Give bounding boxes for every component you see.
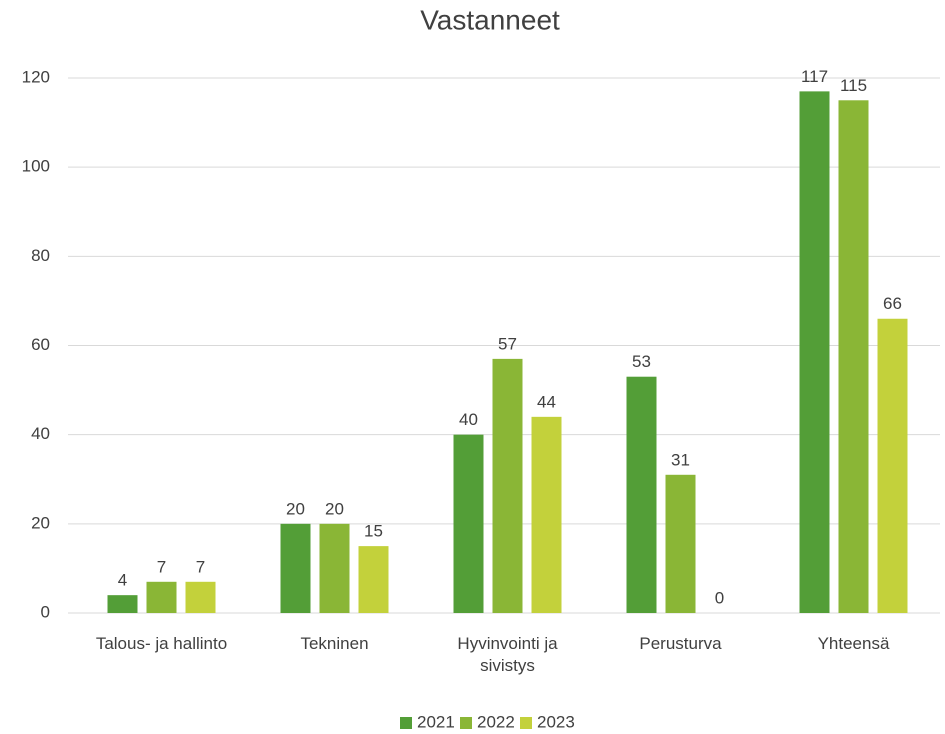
data-label: 7: [157, 557, 166, 576]
x-tick-label: Hyvinvointi ja sivistys: [457, 634, 558, 675]
bar: [319, 523, 350, 613]
bar: [185, 581, 216, 613]
data-label: 53: [632, 352, 651, 371]
data-label: 117: [801, 67, 828, 86]
y-tick-label: 100: [22, 157, 50, 176]
bar: [799, 91, 830, 613]
legend-label: 2022: [477, 712, 515, 731]
data-label: 66: [883, 294, 902, 313]
data-label: 40: [459, 410, 478, 429]
chart-title: Vastanneet: [420, 4, 560, 35]
legend-label: 2023: [537, 712, 575, 731]
bar: [453, 434, 484, 613]
y-tick-label: 20: [31, 513, 50, 532]
data-label: 115: [840, 76, 867, 95]
data-label: 44: [537, 392, 556, 411]
bar: [877, 318, 908, 613]
bar: [492, 358, 523, 613]
bar: [626, 376, 657, 613]
y-tick-label: 40: [31, 424, 50, 443]
data-label: 7: [196, 557, 205, 576]
data-label: 0: [715, 588, 724, 607]
bar: [107, 595, 138, 613]
x-tick-label: Yhteensä: [817, 634, 890, 653]
x-tick-label: Talous- ja hallinto: [95, 634, 228, 653]
bar: [838, 100, 869, 613]
bar: [280, 523, 311, 613]
data-label: 4: [118, 571, 127, 590]
y-tick-label: 0: [41, 602, 50, 621]
legend-swatch: [460, 717, 472, 729]
y-tick-label: 120: [22, 67, 50, 86]
y-tick-label: 80: [31, 246, 50, 265]
y-tick-label: 60: [31, 335, 50, 354]
data-label: 15: [364, 522, 383, 541]
bar: [665, 474, 696, 613]
bar: [531, 416, 562, 613]
x-tick-label: Perusturva: [639, 634, 722, 653]
x-tick-label: Tekninen: [300, 634, 369, 653]
legend-swatch: [400, 717, 412, 729]
legend-swatch: [520, 717, 532, 729]
data-label: 20: [325, 499, 344, 518]
legend-label: 2021: [417, 712, 455, 731]
data-label: 20: [286, 499, 305, 518]
data-label: 57: [498, 334, 517, 353]
data-label: 31: [671, 450, 690, 469]
bar: [358, 546, 389, 613]
bar: [146, 581, 177, 613]
